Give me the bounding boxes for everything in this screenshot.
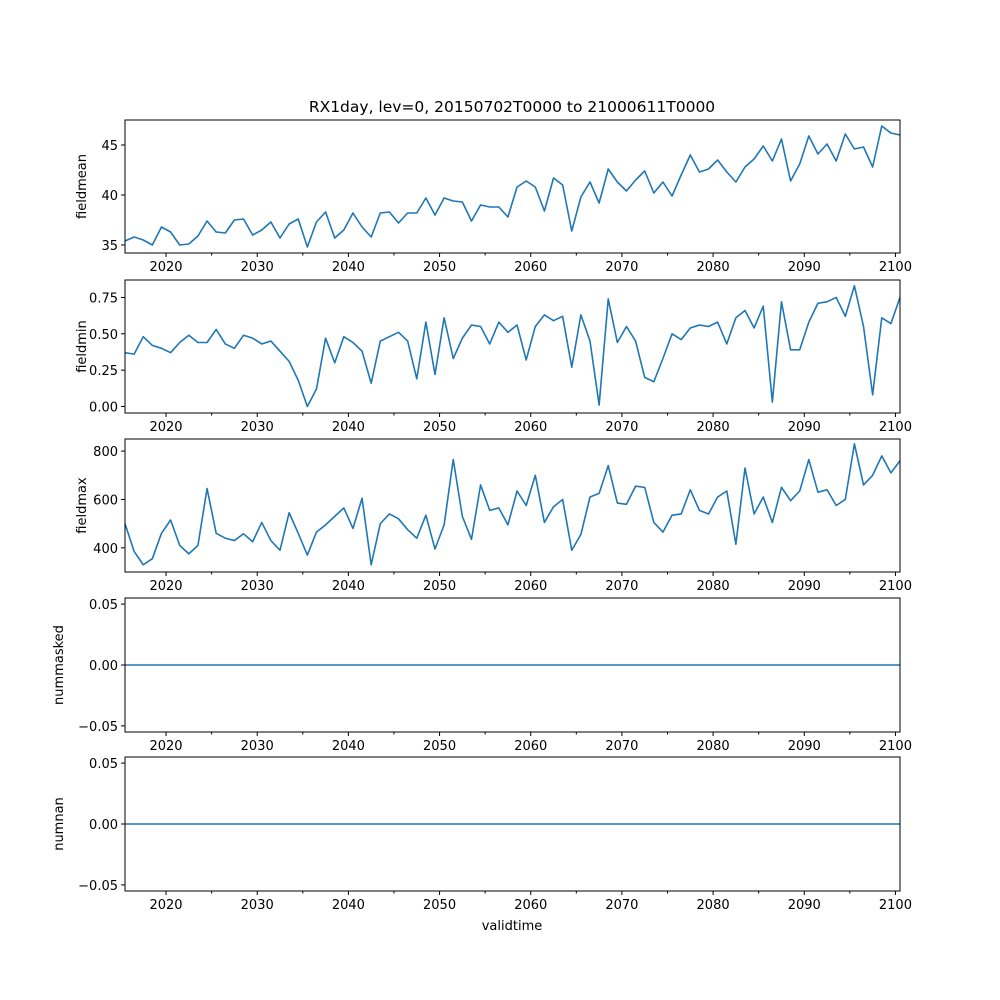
- nummasked-x-tick-label: 2050: [423, 739, 456, 754]
- numnan-x-tick-label: 2100: [879, 898, 912, 913]
- numnan-x-tick-label: 2050: [423, 898, 456, 913]
- fieldmax-y-tick-label: 400: [93, 542, 118, 557]
- numnan-x-tick-label: 2080: [697, 898, 730, 913]
- nummasked-y-axis-label: nummasked: [52, 625, 67, 705]
- fieldmin-y-axis-label: fieldmin: [75, 320, 90, 373]
- fieldmin-y-tick-label: 0.50: [89, 328, 118, 343]
- fieldmean-series-line: [124, 125, 901, 248]
- fieldmean-y-tick-label: 45: [101, 139, 118, 154]
- nummasked-x-tick-label: 2030: [241, 739, 274, 754]
- numnan-y-axis-label: numnan: [52, 797, 67, 851]
- fieldmean-x-tick-label: 2070: [605, 260, 638, 275]
- fieldmin-x-tick-label: 2070: [605, 420, 638, 435]
- fieldmax-x-tick-label: 2080: [697, 579, 730, 594]
- fieldmax-x-tick-label: 2060: [514, 579, 547, 594]
- nummasked-x-tick-label: 2080: [697, 739, 730, 754]
- fieldmin-x-tick-label: 2050: [423, 420, 456, 435]
- fieldmean-axes-frame: [124, 119, 901, 254]
- fieldmax-y-tick-label: 600: [93, 493, 118, 508]
- fieldmin-axes-frame: [124, 279, 901, 414]
- chart-title: RX1day, lev=0, 20150702T0000 to 21000611…: [309, 98, 715, 116]
- panel-nummasked: −0.05 0.00 0.05 2020 2030 2040 2050 2060 2070 208…: [52, 597, 912, 754]
- x-axis-label: validtime: [482, 919, 543, 934]
- fieldmax-x-tick-label: 2050: [423, 579, 456, 594]
- fieldmin-x-tick-label: 2030: [241, 420, 274, 435]
- nummasked-x-tick-label: 2100: [879, 739, 912, 754]
- fieldmin-x-tick-label: 2020: [149, 420, 182, 435]
- fieldmean-x-tick-label: 2100: [879, 260, 912, 275]
- fieldmin-y-tick-label: 0.25: [89, 364, 118, 379]
- fieldmean-y-tick-label: 40: [101, 189, 118, 204]
- numnan-y-tick-label: 0.05: [89, 757, 118, 772]
- fieldmean-x-tick-label: 2020: [149, 260, 182, 275]
- fieldmin-x-tick-label: 2100: [879, 420, 912, 435]
- fieldmax-y-axis-label: fieldmax: [75, 477, 90, 534]
- numnan-x-tick-label: 2040: [332, 898, 365, 913]
- nummasked-y-tick-label: −0.05: [78, 720, 118, 735]
- fieldmin-y-tick-label: 0.75: [89, 291, 118, 306]
- numnan-x-tick-label: 2020: [149, 898, 182, 913]
- fieldmax-axes-frame: [124, 438, 901, 573]
- panel-fieldmax: 400 600 800 2020 2030 2040 2050 2060 2070 2080 209…: [75, 438, 912, 594]
- fieldmax-series-line: [124, 443, 901, 566]
- numnan-x-tick-label: 2030: [241, 898, 274, 913]
- fieldmax-x-tick-label: 2100: [879, 579, 912, 594]
- nummasked-x-tick-label: 2070: [605, 739, 638, 754]
- fieldmean-x-tick-label: 2060: [514, 260, 547, 275]
- nummasked-y-tick-label: 0.05: [89, 598, 118, 613]
- fieldmean-y-axis-label: fieldmean: [75, 154, 90, 219]
- numnan-x-tick-label: 2090: [788, 898, 821, 913]
- fieldmean-x-tick-label: 2090: [788, 260, 821, 275]
- nummasked-y-tick-label: 0.00: [89, 659, 118, 674]
- fieldmin-x-tick-label: 2060: [514, 420, 547, 435]
- panel-fieldmin: 0.00 0.25 0.50 0.75 2020 2030 2040 2050 2060 2070…: [75, 279, 912, 435]
- fieldmax-x-tick-label: 2020: [149, 579, 182, 594]
- fieldmean-x-tick-label: 2050: [423, 260, 456, 275]
- panel-numnan: −0.05 0.00 0.05 2020 2030 2040 2050 2060 2070 208…: [52, 756, 912, 913]
- fieldmean-y-tick-label: 35: [101, 239, 118, 254]
- fieldmax-x-tick-label: 2040: [332, 579, 365, 594]
- numnan-y-tick-label: 0.00: [89, 818, 118, 833]
- fieldmin-series-line: [124, 285, 901, 408]
- numnan-x-tick-label: 2070: [605, 898, 638, 913]
- fieldmin-x-tick-label: 2090: [788, 420, 821, 435]
- fieldmean-x-tick-label: 2080: [697, 260, 730, 275]
- fieldmean-x-tick-label: 2040: [332, 260, 365, 275]
- numnan-x-tick-label: 2060: [514, 898, 547, 913]
- fieldmin-x-tick-label: 2040: [332, 420, 365, 435]
- fieldmax-x-tick-label: 2030: [241, 579, 274, 594]
- nummasked-x-tick-label: 2060: [514, 739, 547, 754]
- nummasked-x-tick-label: 2090: [788, 739, 821, 754]
- fieldmax-x-tick-label: 2090: [788, 579, 821, 594]
- numnan-y-tick-label: −0.05: [78, 879, 118, 894]
- panel-fieldmean: 35 40 45 2020 2030 2040 2050 2060 2070 2080 2090 21…: [75, 119, 912, 275]
- fieldmean-x-tick-label: 2030: [241, 260, 274, 275]
- nummasked-x-tick-label: 2020: [149, 739, 182, 754]
- fieldmax-y-tick-label: 800: [93, 445, 118, 460]
- nummasked-x-tick-label: 2040: [332, 739, 365, 754]
- fieldmin-y-tick-label: 0.00: [89, 400, 118, 415]
- fieldmin-x-tick-label: 2080: [697, 420, 730, 435]
- fieldmax-x-tick-label: 2070: [605, 579, 638, 594]
